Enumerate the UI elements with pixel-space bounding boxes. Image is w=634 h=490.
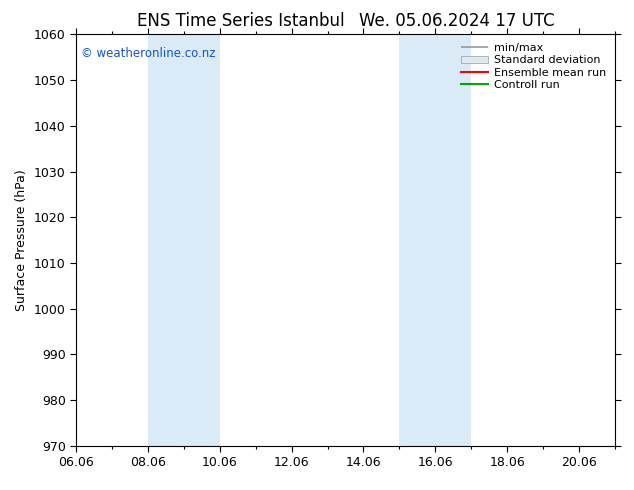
Text: We. 05.06.2024 17 UTC: We. 05.06.2024 17 UTC [359,12,554,30]
Bar [399,34,471,446]
Legend: min/max, Standard deviation, Ensemble mean run, Controll run: min/max, Standard deviation, Ensemble me… [457,40,609,93]
Text: ENS Time Series Istanbul: ENS Time Series Istanbul [137,12,345,30]
Y-axis label: Surface Pressure (hPa): Surface Pressure (hPa) [15,169,29,311]
Text: © weatheronline.co.nz: © weatheronline.co.nz [81,47,216,60]
Bar [148,34,220,446]
